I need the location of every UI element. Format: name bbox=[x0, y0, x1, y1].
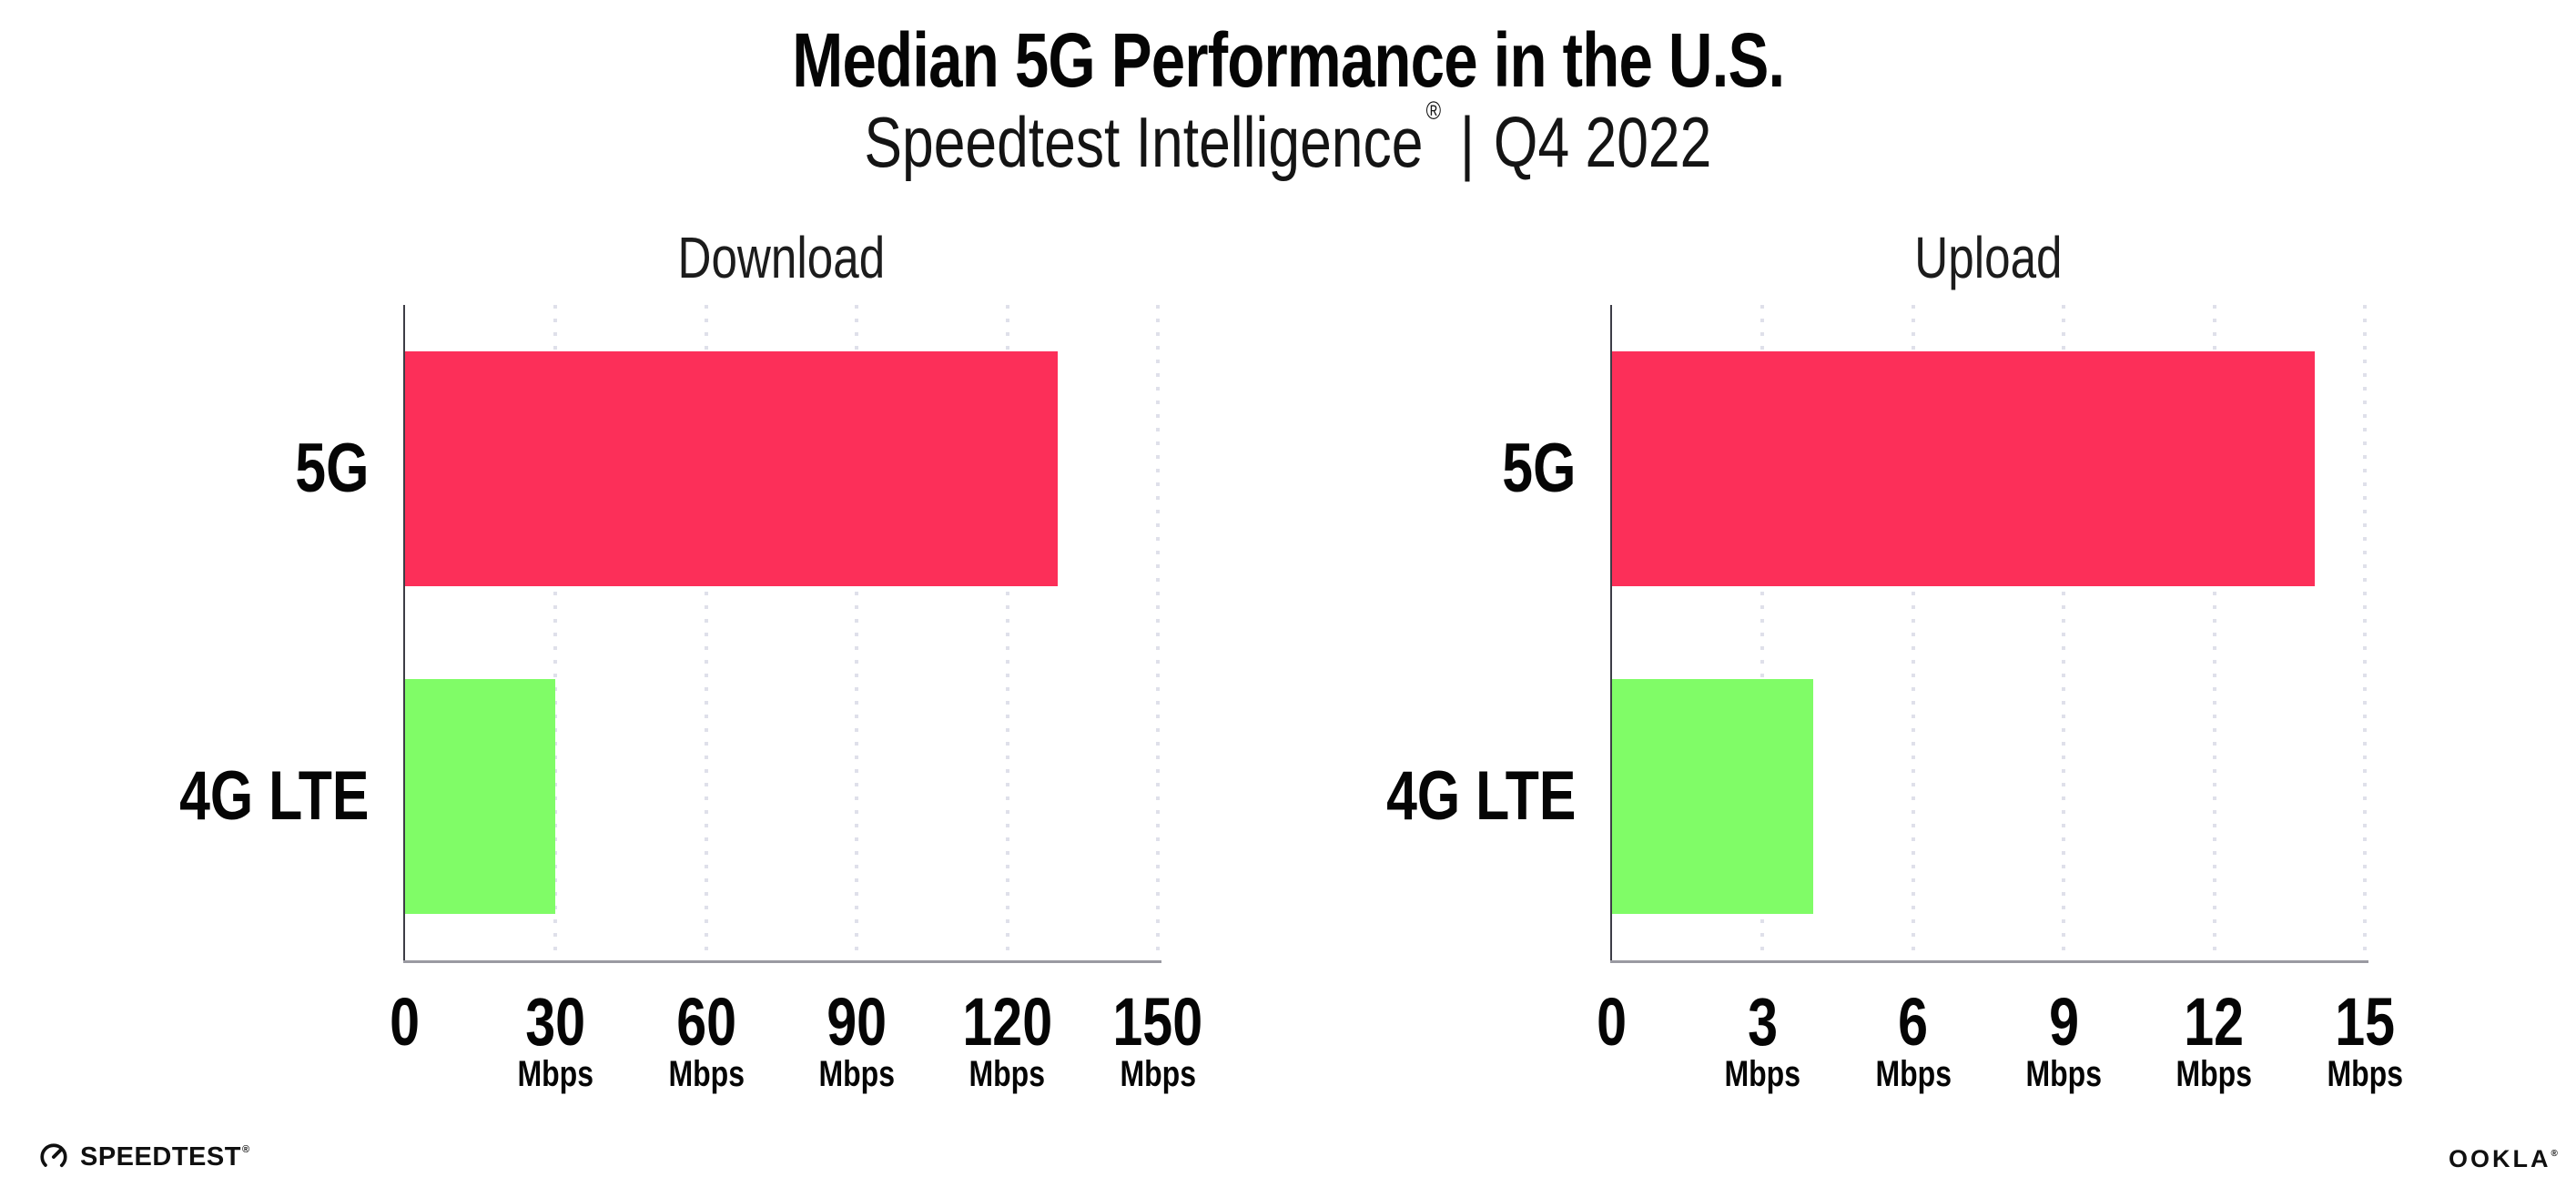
x-tick-unit-6: Mbps bbox=[1875, 1054, 1952, 1094]
category-label-5g: 5G bbox=[294, 430, 369, 507]
subtitle-period: Q4 2022 bbox=[1494, 102, 1712, 182]
subtitle-row: Speedtest Intelligence ® | Q4 2022 bbox=[0, 96, 2576, 184]
gridline-60 bbox=[704, 305, 708, 960]
speedtest-gauge-icon bbox=[40, 1143, 67, 1171]
x-tick-9: 9 bbox=[2048, 984, 2079, 1060]
gridline-90 bbox=[855, 305, 859, 960]
gridline-3 bbox=[1760, 305, 1765, 960]
chart-title-download: Download bbox=[677, 225, 886, 290]
x-tick-unit-15: Mbps bbox=[2327, 1054, 2403, 1094]
x-tick-unit-150: Mbps bbox=[1120, 1054, 1196, 1094]
x-tick-15: 15 bbox=[2335, 984, 2395, 1060]
x-tick-0: 0 bbox=[390, 984, 421, 1060]
x-tick-90: 90 bbox=[827, 984, 887, 1060]
ookla-reg-mark: ® bbox=[2551, 1149, 2561, 1159]
chart-title-upload: Upload bbox=[1914, 225, 2063, 290]
subtitle-separator: | bbox=[1460, 102, 1476, 182]
speedtest-reg-mark: ® bbox=[241, 1143, 250, 1155]
category-label-4g-lte: 4G LTE bbox=[178, 757, 369, 835]
x-tick-0: 0 bbox=[1597, 984, 1628, 1060]
bar-4g-lte-upload bbox=[1612, 679, 1813, 914]
x-tick-unit-60: Mbps bbox=[668, 1054, 745, 1094]
x-tick-unit-12: Mbps bbox=[2175, 1054, 2253, 1094]
x-tick-60: 60 bbox=[675, 984, 736, 1060]
gridline-15 bbox=[2363, 305, 2367, 960]
speedtest-logo: SPEEDTEST® bbox=[38, 1141, 250, 1172]
x-tick-30: 30 bbox=[525, 984, 586, 1060]
gridline-120 bbox=[1005, 305, 1009, 960]
bar-5g-download bbox=[405, 351, 1058, 586]
x-axis bbox=[403, 960, 1161, 963]
gridline-6 bbox=[1911, 305, 1915, 960]
speedtest-wordmark: SPEEDTEST® bbox=[80, 1141, 250, 1172]
category-label-4g-lte: 4G LTE bbox=[1385, 757, 1576, 835]
gridline-150 bbox=[1156, 305, 1160, 960]
y-axis bbox=[1610, 305, 1612, 960]
x-tick-120: 120 bbox=[962, 984, 1052, 1060]
gridline-9 bbox=[2062, 305, 2066, 960]
x-tick-6: 6 bbox=[1898, 984, 1929, 1060]
gridline-12 bbox=[2212, 305, 2216, 960]
header: Median 5G Performance in the U.S. bbox=[0, 16, 2576, 105]
ookla-logo: OOKLA® bbox=[2449, 1145, 2558, 1173]
gridline-30 bbox=[553, 305, 558, 960]
x-tick-3: 3 bbox=[1747, 984, 1778, 1060]
bar-5g-upload bbox=[1612, 351, 2315, 586]
x-tick-unit-9: Mbps bbox=[2025, 1054, 2102, 1094]
registered-mark: ® bbox=[1425, 96, 1442, 125]
x-axis bbox=[1610, 960, 2368, 963]
x-tick-12: 12 bbox=[2184, 984, 2245, 1060]
subtitle-brand: Speedtest Intelligence bbox=[864, 102, 1424, 182]
x-tick-unit-120: Mbps bbox=[969, 1054, 1046, 1094]
page-subtitle: Speedtest Intelligence ® | Q4 2022 bbox=[865, 96, 1712, 184]
ookla-wordmark: OOKLA® bbox=[2449, 1145, 2561, 1172]
x-tick-unit-90: Mbps bbox=[818, 1054, 895, 1094]
x-tick-unit-30: Mbps bbox=[517, 1054, 594, 1094]
y-axis bbox=[403, 305, 405, 960]
bar-4g-lte-download bbox=[405, 679, 556, 914]
page-title: Median 5G Performance in the U.S. bbox=[791, 17, 1785, 103]
category-label-5g: 5G bbox=[1501, 430, 1576, 507]
x-tick-150: 150 bbox=[1112, 984, 1203, 1060]
x-tick-unit-3: Mbps bbox=[1724, 1054, 1801, 1094]
